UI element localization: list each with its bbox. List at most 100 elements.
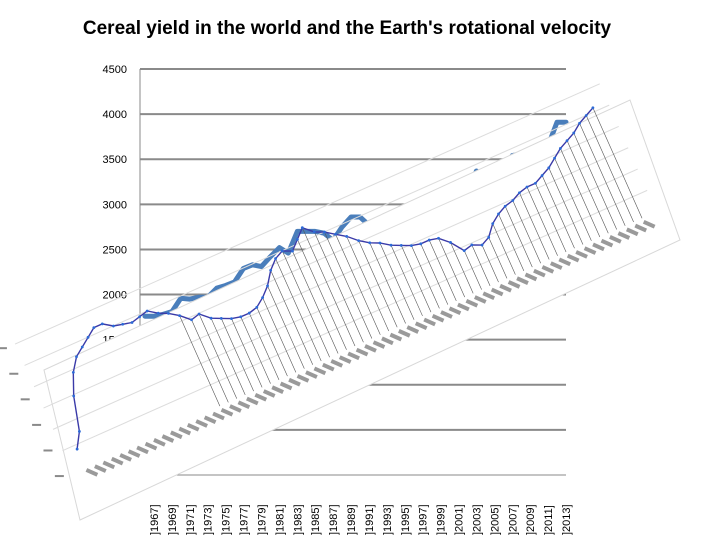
overlay-tick	[220, 407, 234, 417]
overlay-drop-line	[535, 183, 567, 253]
overlay-tick	[566, 253, 580, 263]
chart-title: Cereal yield in the world and the Earth'…	[83, 18, 612, 39]
overlay-tick	[127, 449, 141, 458]
rotated-rotational-velocity-chart	[0, 83, 681, 521]
overlay-drop-line	[488, 237, 508, 279]
overlay-tick	[195, 419, 208, 428]
overlay-tick	[153, 438, 166, 447]
overlay-tick	[161, 434, 175, 443]
overlay-point	[280, 249, 284, 253]
overlay-tick	[625, 227, 639, 237]
overlay-gridline	[33, 125, 619, 388]
overlay-drop-line	[512, 200, 542, 264]
overlay-tick	[490, 287, 504, 297]
overlay-point	[470, 243, 474, 247]
overlay-tick	[482, 291, 496, 300]
overlay-drop-line	[198, 313, 238, 399]
overlay-point	[462, 249, 466, 252]
overlay-point	[540, 174, 544, 177]
overlay-tick	[617, 231, 631, 240]
overlay-drop-line	[519, 192, 550, 260]
overlay-point	[197, 312, 201, 316]
overlay-point	[565, 139, 569, 143]
overlay-drop-line	[324, 231, 373, 339]
overlay-point	[190, 318, 193, 322]
overlay-drop-line	[411, 245, 440, 309]
overlay-drop-line	[560, 148, 601, 238]
overlay-tick	[330, 359, 344, 368]
y-tick-label: 3000	[103, 199, 127, 211]
overlay-tick	[524, 272, 538, 282]
overlay-tick	[85, 468, 99, 477]
overlay-tick	[440, 310, 453, 319]
overlay-point	[130, 321, 134, 324]
overlay-y-tick	[20, 398, 30, 401]
overlay-card	[43, 99, 681, 521]
overlay-tick	[364, 344, 377, 353]
overlay-tick	[389, 332, 403, 342]
overlay-drop-line	[358, 240, 398, 328]
overlay-drop-line	[585, 115, 634, 223]
overlay-drop-line	[541, 175, 575, 249]
overlay-tick	[398, 329, 411, 338]
overlay-point	[239, 315, 243, 319]
overlay-point	[138, 315, 142, 319]
y-tick-label: 3500	[103, 154, 127, 166]
overlay-drop-line	[292, 250, 339, 354]
overlay-point	[209, 316, 213, 320]
overlay-drop-line	[267, 285, 305, 369]
overlay-drop-line	[210, 318, 246, 396]
overlay-tick	[642, 220, 656, 229]
overlay-y-tick	[54, 475, 64, 478]
overlay-point	[312, 230, 316, 234]
overlay-tick	[406, 325, 420, 334]
y-tick-label: 4500	[103, 64, 127, 76]
overlay-point	[491, 222, 495, 226]
overlay-point	[300, 226, 304, 230]
overlay-point	[419, 242, 423, 246]
overlay-y-tick	[0, 347, 7, 350]
y-axis-ticks: 1500200025003000350040004500	[103, 64, 127, 347]
overlay-tick	[592, 242, 605, 252]
overlay-tick	[296, 374, 310, 383]
overlay-tick	[170, 430, 183, 440]
x-tick-label: ]1999]	[436, 504, 448, 535]
x-tick-label: ]1989]	[346, 504, 358, 535]
overlay-point	[86, 335, 90, 339]
x-tick-label: ]1971]	[185, 504, 197, 535]
overlay-drop-line	[420, 243, 449, 305]
overlay-tick	[549, 261, 563, 270]
x-axis-ticks: ]1967]]1969]]1971]]1973]]1975]]1977]]197…	[149, 504, 573, 535]
overlay-point	[487, 235, 491, 239]
overlay-point	[368, 241, 372, 245]
overlay-tick	[288, 377, 301, 387]
overlay-point	[266, 284, 269, 288]
overlay-drop-line	[369, 242, 406, 324]
overlay-tick	[355, 347, 369, 357]
overlay-point	[578, 121, 581, 125]
overlay-tick	[465, 298, 479, 308]
overlay-gridline	[24, 104, 610, 366]
x-tick-label: ]2009]	[525, 504, 537, 535]
overlay-tick	[338, 355, 352, 364]
overlay-drop-line	[579, 123, 626, 226]
overlay-tick	[609, 235, 622, 244]
overlay-drop-line	[566, 140, 609, 234]
overlay-point	[399, 243, 403, 247]
overlay-tick	[583, 246, 597, 255]
x-tick-label: ]2011]	[543, 505, 555, 535]
overlay-tick	[414, 321, 428, 331]
overlay-tick	[473, 295, 487, 304]
overlay-tick	[119, 453, 132, 462]
overlay-y-tick	[9, 372, 19, 375]
x-tick-label: ]2013]	[561, 504, 573, 535]
x-tick-label: ]2005]	[489, 504, 501, 535]
x-tick-label: ]1973]	[203, 504, 215, 535]
overlay-drop-line	[450, 242, 474, 294]
overlay-point	[261, 296, 265, 300]
overlay-point	[480, 243, 484, 247]
x-tick-label: ]1981]	[274, 504, 286, 535]
overlay-y-tick	[32, 423, 42, 426]
overlay-point	[357, 239, 361, 243]
